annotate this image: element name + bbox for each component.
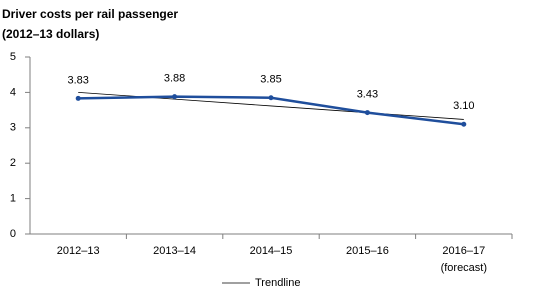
y-tick-label: 4 bbox=[10, 86, 16, 98]
data-point bbox=[461, 121, 467, 127]
data-label: 3.83 bbox=[67, 74, 88, 86]
x-tick-label: 2014–15 bbox=[250, 245, 293, 257]
y-tick-label: 3 bbox=[10, 122, 16, 134]
data-label: 3.85 bbox=[260, 74, 281, 86]
chart-subtitle: (2012–13 dollars) bbox=[2, 27, 99, 41]
y-tick-label: 0 bbox=[10, 228, 16, 240]
y-tick-label: 5 bbox=[10, 51, 16, 63]
data-point bbox=[75, 95, 81, 101]
y-tick-label: 1 bbox=[10, 193, 16, 205]
data-point bbox=[172, 94, 178, 100]
x-tick-label: 2013–14 bbox=[153, 245, 196, 257]
legend-label: Trendline bbox=[255, 277, 300, 289]
data-line bbox=[78, 95, 464, 126]
data-point bbox=[268, 95, 274, 101]
x-tick-label: 2016–17 (forecast) bbox=[441, 245, 487, 274]
data-label: 3.88 bbox=[164, 73, 185, 85]
data-label: 3.43 bbox=[357, 88, 378, 100]
x-tick-label: 2012–13 bbox=[57, 245, 100, 257]
chart-title: Driver costs per rail passenger bbox=[2, 7, 178, 21]
y-tick-label: 2 bbox=[10, 157, 16, 169]
data-point bbox=[364, 110, 370, 116]
data-label: 3.10 bbox=[453, 100, 474, 112]
x-tick-label: 2015–16 bbox=[346, 245, 389, 257]
